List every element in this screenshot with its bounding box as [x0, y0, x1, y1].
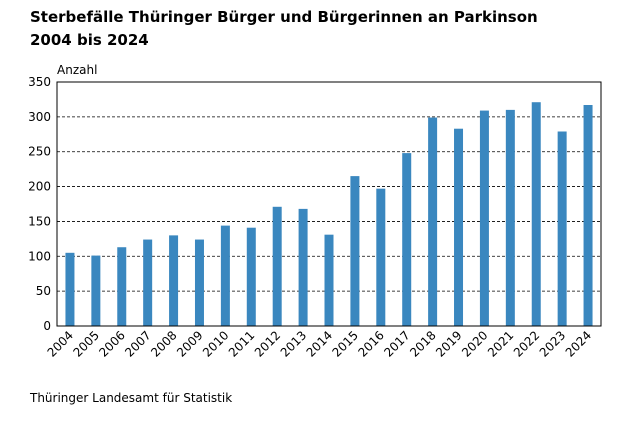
x-tick-label: 2011 [226, 328, 257, 359]
y-tick-label: 50 [36, 284, 51, 298]
x-tick-label: 2016 [355, 328, 386, 359]
bar [428, 117, 438, 326]
x-tick-label: 2007 [122, 328, 153, 359]
bar [143, 239, 153, 326]
bar [376, 188, 386, 326]
y-tick-label: 150 [28, 214, 51, 228]
y-tick-label: 250 [28, 145, 51, 159]
bar [298, 208, 308, 326]
bar [557, 131, 567, 326]
y-tick-label: 200 [28, 180, 51, 194]
bar [91, 255, 101, 326]
x-tick-label: 2005 [70, 328, 101, 359]
bar [169, 235, 179, 326]
y-tick-label: 0 [43, 319, 51, 333]
x-tick-label: 2009 [174, 328, 205, 359]
x-tick-label: 2020 [459, 328, 490, 359]
y-tick-label: 350 [28, 75, 51, 89]
x-tick-label: 2014 [304, 328, 335, 359]
bar [454, 128, 464, 326]
x-tick-label: 2015 [330, 328, 361, 359]
bar [220, 225, 230, 326]
bar [505, 109, 515, 326]
x-tick-label: 2023 [537, 328, 568, 359]
bar [402, 153, 412, 326]
bar [479, 110, 489, 326]
chart-title: Sterbefälle Thüringer Bürger und Bürgeri… [30, 8, 538, 26]
x-tick-label: 2017 [381, 328, 412, 359]
x-tick-label: 2022 [511, 328, 542, 359]
y-tick-label: 100 [28, 249, 51, 263]
y-axis-label: Anzahl [57, 63, 97, 77]
bar [65, 252, 75, 326]
bar [531, 102, 541, 327]
plot-frame [56, 81, 602, 327]
bar [583, 105, 593, 327]
x-tick-label: 2006 [96, 328, 127, 359]
bar [272, 206, 282, 326]
x-tick-label: 2012 [252, 328, 283, 359]
y-tick-label: 300 [28, 110, 51, 124]
chart-subtitle: 2004 bis 2024 [30, 31, 149, 49]
bar [194, 239, 204, 326]
bar [350, 176, 360, 326]
x-tick-label: 2010 [200, 328, 231, 359]
x-tick-label: 2018 [407, 328, 438, 359]
x-tick-label: 2024 [563, 328, 594, 359]
bar [246, 227, 256, 326]
x-tick-label: 2019 [433, 328, 464, 359]
x-tick-label: 2021 [485, 328, 516, 359]
bar [324, 234, 334, 326]
x-tick-label: 2008 [148, 328, 179, 359]
source: Thüringer Landesamt für Statistik [29, 391, 232, 405]
x-tick-label: 2013 [278, 328, 309, 359]
bar [117, 247, 127, 326]
